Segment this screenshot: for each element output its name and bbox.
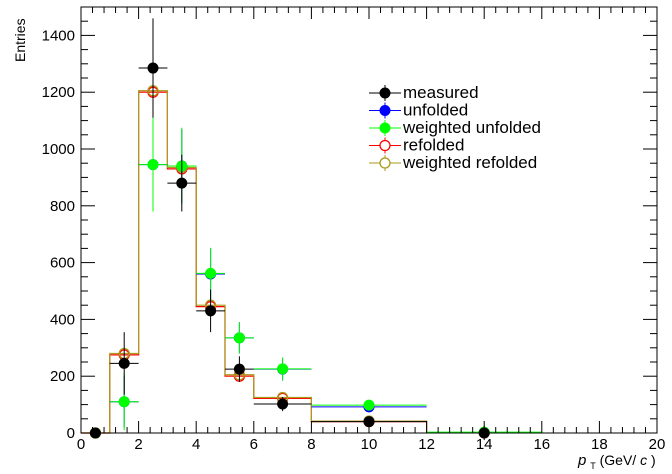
x-axis-title-var: p	[577, 452, 586, 469]
x-axis-title: p T (GeV/ c )	[577, 452, 656, 472]
data-point	[233, 332, 245, 344]
x-tick-label: 20	[649, 436, 666, 453]
data-point	[233, 363, 245, 375]
legend-marker	[379, 105, 391, 116]
y-tick-label: 600	[50, 255, 75, 272]
y-tick-label: 800	[50, 198, 75, 215]
x-tick-label: 6	[250, 436, 258, 453]
legend-entry-unfolded: unfolded	[369, 101, 468, 120]
y-tick-label: 1000	[42, 141, 75, 158]
legend-marker	[379, 122, 391, 134]
legend-label: refolded	[403, 136, 464, 155]
data-point	[118, 357, 130, 369]
y-tick-label: 1200	[42, 84, 75, 101]
x-axis-title-close: )	[651, 452, 656, 468]
x-tick-label: 0	[77, 436, 85, 453]
legend-label: unfolded	[403, 101, 468, 120]
data-point	[147, 159, 159, 171]
data-point	[363, 399, 375, 411]
data-point	[277, 363, 289, 375]
data-point	[277, 398, 289, 410]
y-axis-title: Entries	[12, 18, 28, 62]
x-axis-title-sub: T	[590, 461, 596, 471]
x-tick-label: 14	[476, 436, 493, 453]
data-point	[176, 177, 188, 189]
x-tick-label: 8	[307, 436, 315, 453]
x-axis-title-unit-c: c	[640, 452, 647, 468]
data-point	[118, 396, 130, 408]
y-tick-label: 400	[50, 311, 75, 328]
y-tick-label: 0	[67, 425, 75, 442]
x-tick-label: 10	[361, 436, 378, 453]
x-tick-label: 12	[418, 436, 435, 453]
legend-entry-weighted-refolded: weighted refolded	[369, 153, 537, 172]
x-tick-label: 18	[591, 436, 608, 453]
data-point	[205, 305, 217, 317]
legend-entry-measured: measured	[369, 83, 479, 102]
x-tick-label: 16	[533, 436, 550, 453]
legend-label: weighted refolded	[402, 153, 537, 172]
legend-marker	[379, 157, 391, 169]
legend-marker	[379, 87, 391, 99]
legend-label: measured	[403, 83, 479, 102]
data-point	[147, 62, 159, 74]
x-axis-title-unit: (GeV/	[600, 452, 637, 468]
legend-entry-weighted-unfolded: weighted unfolded	[369, 118, 541, 137]
x-tick-label: 2	[134, 436, 142, 453]
x-tick-label: 4	[192, 436, 200, 453]
legend-entry-refolded: refolded	[369, 136, 464, 155]
y-tick-label: 200	[50, 368, 75, 385]
y-tick-label: 1400	[42, 27, 75, 44]
legend-marker	[379, 139, 391, 152]
legend-label: weighted unfolded	[402, 118, 541, 137]
data-point	[205, 267, 217, 279]
axes: 0 2 4 6 8 10 12 14 16 18 2002004006008001000120014…	[42, 6, 666, 453]
